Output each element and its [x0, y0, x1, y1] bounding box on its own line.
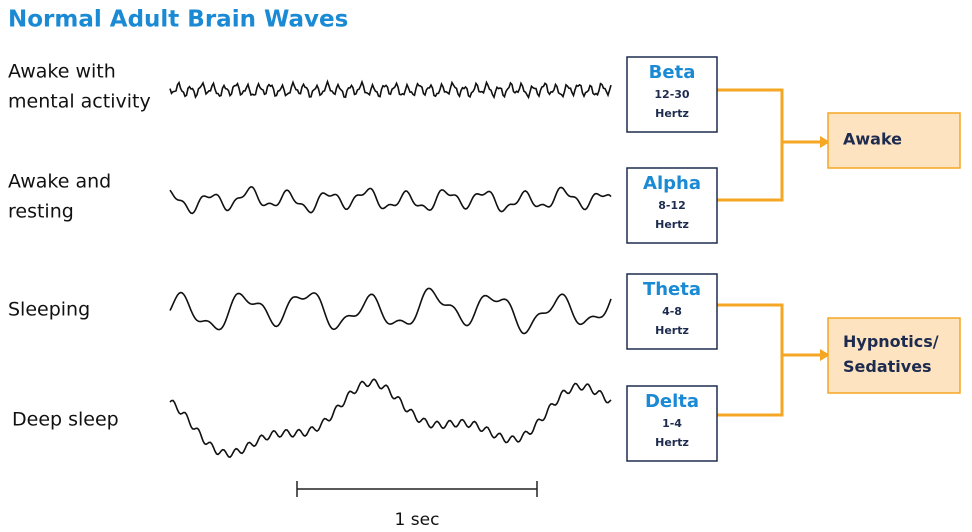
wave-box — [626, 385, 718, 462]
wave-unit: Hertz — [655, 324, 689, 337]
wave-unit: Hertz — [655, 107, 689, 120]
arrow — [820, 136, 830, 148]
row-label: mental activity — [8, 91, 151, 113]
wave — [169, 378, 612, 459]
scale-label: 1 sec — [395, 510, 440, 530]
wave-name: Delta — [645, 391, 699, 412]
scale-bar — [296, 481, 538, 497]
wave-name: Alpha — [643, 173, 701, 194]
group-box — [827, 317, 961, 394]
wave-range: 12-30 — [654, 88, 690, 101]
row-label: Awake and — [8, 171, 111, 193]
group-label: Sedatives — [843, 357, 932, 376]
row-label: Awake with — [8, 61, 116, 83]
group-label: Hypnotics/ — [843, 332, 939, 351]
wave — [169, 287, 612, 335]
wave-unit: Hertz — [655, 436, 689, 449]
row-label: Deep sleep — [12, 409, 119, 431]
wave-range: 1-4 — [662, 417, 682, 430]
row-label: resting — [8, 201, 74, 223]
arrow — [820, 349, 830, 361]
wave-range: 4-8 — [662, 305, 682, 318]
wave-name: Theta — [643, 279, 701, 300]
wave — [169, 79, 612, 100]
wave-box — [626, 167, 718, 244]
title: Normal Adult Brain Waves — [8, 7, 348, 33]
row-label: Sleeping — [8, 299, 90, 321]
wave-unit: Hertz — [655, 218, 689, 231]
awake-connector — [717, 88, 820, 202]
group-label: Awake — [843, 130, 902, 149]
wave — [169, 185, 612, 215]
sedative-connector — [717, 303, 820, 417]
wave-box — [626, 273, 718, 350]
connectors — [717, 88, 820, 417]
wave-name: Beta — [649, 62, 696, 83]
wave-box — [626, 56, 718, 133]
wave-range: 8-12 — [658, 199, 686, 212]
group-box — [827, 112, 961, 169]
